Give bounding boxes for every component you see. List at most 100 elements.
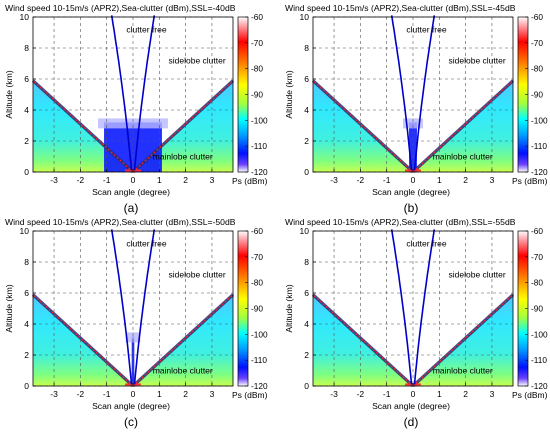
tick-label-y: 2 xyxy=(24,350,29,360)
mainlobe-edge-dash xyxy=(312,80,414,173)
colorbar-tick-label: -90 xyxy=(251,90,263,100)
chart-title: Wind speed 10-15m/s (APR2),Sea-clutter (… xyxy=(5,3,236,13)
tick-label-y: 8 xyxy=(304,257,309,267)
colorbar-tick-label: -60 xyxy=(251,12,263,22)
colorbar-tick-label: -100 xyxy=(531,115,548,125)
tick-label-x: -3 xyxy=(50,175,58,185)
x-axis-label: Scan angle (degree) xyxy=(92,187,170,197)
colorbar-tick-label: -70 xyxy=(251,38,263,48)
tick-label-x: -2 xyxy=(77,175,85,185)
colorbar-tick-label: -80 xyxy=(251,64,263,74)
mainlobe-edge-dash xyxy=(32,294,134,387)
colorbar-tick-label: -60 xyxy=(531,226,543,236)
colorbar-tick-label: -70 xyxy=(251,252,263,262)
colorbar-tick-label: -70 xyxy=(531,252,543,262)
tick-label-x: 3 xyxy=(490,389,495,399)
label-mainlobe: mainlobe clutter xyxy=(433,366,493,376)
mainlobe-edge-dash xyxy=(132,80,234,173)
label-clutter-free: clutter free xyxy=(126,25,166,35)
label-mainlobe: mainlobe clutter xyxy=(433,152,493,162)
boundary-curve xyxy=(390,15,413,171)
tick-label-y: 6 xyxy=(304,288,309,298)
chart-panel-2: Wind speed 10-15m/s (APR2),Sea-clutter (… xyxy=(284,3,548,215)
boundary-curve xyxy=(133,229,156,385)
tick-label-x: 3 xyxy=(210,175,215,185)
colorbar-tick-label: -120 xyxy=(251,381,268,391)
chart-title: Wind speed 10-15m/s (APR2),Sea-clutter (… xyxy=(285,217,516,227)
tick-label-y: 8 xyxy=(304,43,309,53)
colorbar-label: Ps (dBm) xyxy=(512,176,548,186)
tick-label-x: -1 xyxy=(103,175,111,185)
panel-label: (a) xyxy=(124,201,139,215)
colorbar-label: Ps (dBm) xyxy=(512,390,548,400)
tick-label-y: 10 xyxy=(300,12,310,22)
tick-label-x: -2 xyxy=(357,389,365,399)
y-axis-label: Altitude (km) xyxy=(4,284,14,332)
boundary-curve xyxy=(413,15,436,171)
clutter-field xyxy=(313,294,513,386)
colorbar-tick-label: -90 xyxy=(531,304,543,314)
x-axis-label: Scan angle (degree) xyxy=(372,401,450,411)
colorbar-tick-label: -120 xyxy=(531,167,548,177)
tick-label-x: 1 xyxy=(437,389,442,399)
colorbar-tick-label: -120 xyxy=(531,381,548,391)
label-sidelobe: sidelobe clutter xyxy=(169,56,226,66)
panel-label: (b) xyxy=(404,201,419,215)
mainlobe-edge-dash xyxy=(412,294,514,387)
boundary-curve xyxy=(133,15,156,171)
chart-title: Wind speed 10-15m/s (APR2),Sea-clutter (… xyxy=(5,217,236,227)
tick-label-x: -3 xyxy=(330,175,338,185)
tick-label-y: 2 xyxy=(304,136,309,146)
label-clutter-free: clutter free xyxy=(126,239,166,249)
tick-label-x: -3 xyxy=(50,389,58,399)
tick-label-x: -3 xyxy=(330,389,338,399)
tick-label-y: 4 xyxy=(24,319,29,329)
y-axis-label: Altitude (km) xyxy=(284,70,294,118)
colorbar-tick-label: -110 xyxy=(251,141,267,151)
tick-label-x: 2 xyxy=(183,175,188,185)
chart-panel-1: Wind speed 10-15m/s (APR2),Sea-clutter (… xyxy=(4,3,268,215)
colorbar-tick-label: -80 xyxy=(251,278,263,288)
tick-label-y: 4 xyxy=(304,319,309,329)
colorbar-tick-label: -110 xyxy=(251,355,267,365)
mainlobe-edge-dash xyxy=(312,294,414,387)
colorbar-tick-label: -90 xyxy=(251,304,263,314)
tick-label-y: 6 xyxy=(24,288,29,298)
label-mainlobe: mainlobe clutter xyxy=(153,152,213,162)
colorbar-tick-label: -60 xyxy=(531,12,543,22)
boundary-curve xyxy=(110,229,133,385)
tick-label-x: -1 xyxy=(383,389,391,399)
colorbar-tick-label: -100 xyxy=(531,329,548,339)
tick-label-x: -2 xyxy=(77,389,85,399)
tick-label-x: 3 xyxy=(210,389,215,399)
sidelobe-block xyxy=(409,122,417,172)
label-sidelobe: sidelobe clutter xyxy=(449,56,506,66)
tick-label-x: 1 xyxy=(157,175,162,185)
mainlobe-edge-dash xyxy=(132,294,234,387)
tick-label-y: 0 xyxy=(304,167,309,177)
tick-label-y: 2 xyxy=(304,350,309,360)
sidelobe-edge xyxy=(403,118,423,129)
colorbar-tick-label: -100 xyxy=(251,329,268,339)
tick-label-y: 8 xyxy=(24,257,29,267)
mainlobe-edge-dash xyxy=(412,80,514,173)
tick-label-y: 0 xyxy=(24,167,29,177)
colorbar-label: Ps (dBm) xyxy=(232,176,268,186)
boundary-curve xyxy=(390,229,413,385)
clutter-field xyxy=(33,294,233,386)
label-sidelobe: sidelobe clutter xyxy=(169,270,226,280)
colorbar-tick-label: -60 xyxy=(251,226,263,236)
tick-label-x: -1 xyxy=(103,389,111,399)
tick-label-y: 8 xyxy=(24,43,29,53)
tick-label-y: 2 xyxy=(24,136,29,146)
tick-label-y: 6 xyxy=(24,74,29,84)
colorbar-tick-label: -70 xyxy=(531,38,543,48)
clutter-field xyxy=(313,80,513,172)
colorbar-tick-label: -80 xyxy=(531,278,543,288)
tick-label-x: 1 xyxy=(437,175,442,185)
tick-label-x: -1 xyxy=(383,175,391,185)
colorbar-label: Ps (dBm) xyxy=(232,390,268,400)
mainlobe-edge-dash xyxy=(32,80,134,173)
tick-label-x: -2 xyxy=(357,175,365,185)
label-sidelobe: sidelobe clutter xyxy=(449,270,506,280)
